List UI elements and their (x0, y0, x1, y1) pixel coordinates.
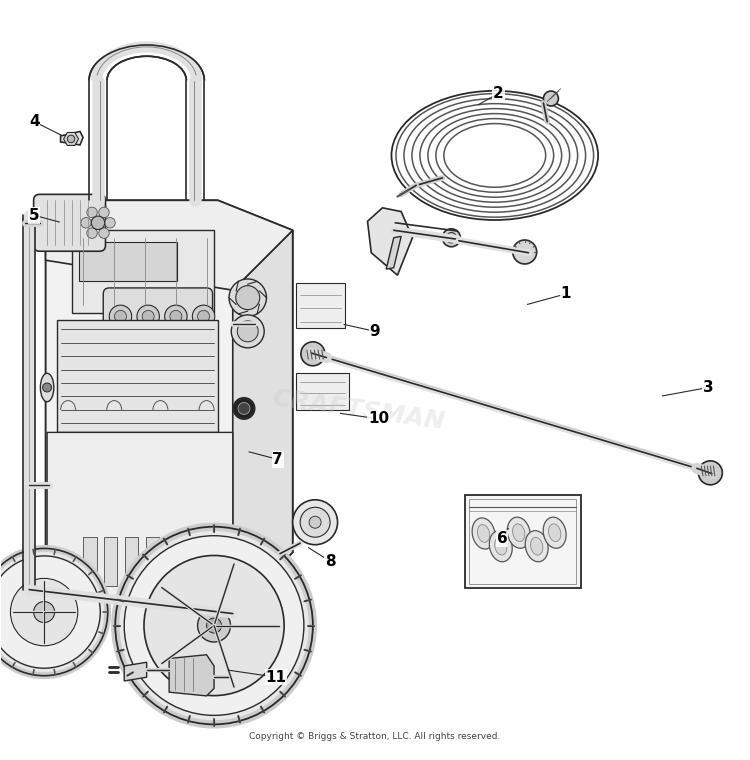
Bar (80, 242, 176, 281)
Text: Copyright © Briggs & Stratton, LLC. All rights reserved.: Copyright © Briggs & Stratton, LLC. All … (249, 732, 501, 741)
Circle shape (92, 596, 98, 602)
Ellipse shape (494, 537, 507, 555)
Circle shape (10, 578, 78, 646)
Circle shape (442, 229, 460, 247)
Circle shape (142, 310, 154, 322)
Circle shape (237, 321, 258, 342)
Circle shape (309, 516, 321, 528)
Circle shape (144, 556, 284, 695)
Text: 8: 8 (325, 554, 335, 568)
Ellipse shape (512, 524, 525, 542)
Bar (296, 372, 349, 410)
Text: 4: 4 (29, 114, 40, 129)
Circle shape (165, 305, 187, 328)
Circle shape (34, 602, 55, 622)
Circle shape (301, 342, 325, 366)
Ellipse shape (507, 517, 530, 548)
Circle shape (207, 596, 213, 602)
Circle shape (236, 286, 260, 309)
FancyBboxPatch shape (104, 288, 212, 359)
Bar (146, 537, 160, 586)
Circle shape (238, 403, 250, 414)
Circle shape (170, 310, 182, 322)
Circle shape (184, 596, 190, 602)
Circle shape (137, 305, 160, 328)
Bar (57, 320, 217, 432)
Circle shape (115, 310, 127, 322)
Ellipse shape (530, 537, 543, 555)
Circle shape (124, 536, 304, 715)
Circle shape (116, 527, 313, 724)
Circle shape (544, 91, 559, 106)
Text: 3: 3 (703, 380, 713, 395)
Circle shape (192, 305, 214, 328)
Ellipse shape (489, 530, 512, 562)
Circle shape (206, 618, 221, 633)
Circle shape (81, 217, 92, 228)
Polygon shape (386, 236, 401, 269)
Polygon shape (64, 132, 79, 145)
Ellipse shape (472, 518, 495, 549)
Polygon shape (232, 230, 292, 616)
Circle shape (68, 135, 75, 143)
Polygon shape (170, 655, 214, 696)
Circle shape (69, 596, 75, 602)
Ellipse shape (548, 524, 561, 542)
Circle shape (698, 461, 722, 485)
Polygon shape (46, 201, 292, 290)
Circle shape (138, 596, 144, 602)
Polygon shape (124, 662, 147, 681)
Circle shape (197, 310, 209, 322)
Circle shape (92, 216, 105, 230)
Circle shape (43, 383, 52, 392)
Circle shape (0, 556, 100, 668)
Text: 7: 7 (272, 452, 283, 467)
Circle shape (233, 398, 254, 419)
Bar (104, 537, 118, 586)
Text: 5: 5 (29, 207, 40, 223)
Bar (72, 230, 214, 312)
Text: 2: 2 (494, 86, 504, 101)
Polygon shape (61, 131, 83, 145)
Polygon shape (368, 207, 413, 275)
Circle shape (87, 228, 98, 239)
Ellipse shape (478, 524, 490, 543)
Bar (83, 537, 97, 586)
Circle shape (161, 596, 167, 602)
FancyBboxPatch shape (465, 495, 580, 588)
Bar (167, 537, 180, 586)
Polygon shape (47, 432, 232, 613)
Circle shape (0, 549, 108, 676)
Bar (470, 499, 577, 584)
Circle shape (99, 228, 109, 239)
Text: CRAFTSMAN: CRAFTSMAN (270, 386, 446, 434)
Circle shape (110, 305, 132, 328)
Text: 6: 6 (497, 531, 508, 546)
Circle shape (87, 207, 98, 217)
Bar (188, 537, 201, 586)
Circle shape (99, 207, 109, 217)
Text: 9: 9 (370, 324, 380, 339)
Text: 10: 10 (368, 411, 389, 426)
FancyBboxPatch shape (34, 195, 106, 252)
Circle shape (231, 315, 264, 348)
Circle shape (229, 279, 266, 316)
Circle shape (292, 500, 338, 545)
Polygon shape (46, 201, 292, 616)
Circle shape (105, 217, 116, 228)
Ellipse shape (543, 517, 566, 548)
Text: 1: 1 (561, 287, 572, 302)
Circle shape (197, 609, 230, 642)
Text: 11: 11 (266, 670, 286, 685)
Circle shape (300, 507, 330, 537)
Circle shape (446, 233, 457, 243)
Circle shape (115, 596, 121, 602)
Circle shape (513, 240, 537, 264)
Ellipse shape (525, 530, 548, 562)
Ellipse shape (40, 373, 54, 402)
Bar (125, 537, 139, 586)
Bar (296, 283, 345, 328)
